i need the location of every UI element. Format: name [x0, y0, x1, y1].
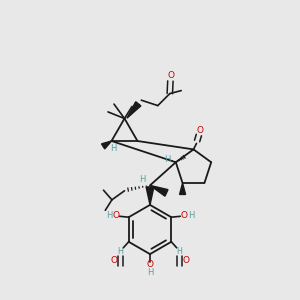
Text: H: H: [118, 247, 124, 256]
Polygon shape: [127, 102, 141, 118]
Text: O: O: [180, 212, 188, 220]
Text: H: H: [188, 212, 194, 220]
Text: O: O: [196, 126, 203, 135]
Text: H: H: [110, 144, 116, 153]
Text: H: H: [164, 155, 171, 164]
Text: O: O: [168, 71, 175, 80]
Text: O: O: [112, 212, 120, 220]
Text: O: O: [110, 256, 117, 265]
Text: H: H: [139, 175, 146, 184]
Text: H: H: [176, 247, 182, 256]
Text: H: H: [147, 268, 153, 277]
Polygon shape: [180, 183, 186, 194]
Text: O: O: [183, 256, 190, 265]
Polygon shape: [101, 141, 112, 149]
Polygon shape: [146, 187, 154, 205]
Polygon shape: [150, 185, 168, 196]
Text: O: O: [146, 260, 154, 269]
Text: H: H: [106, 212, 112, 220]
